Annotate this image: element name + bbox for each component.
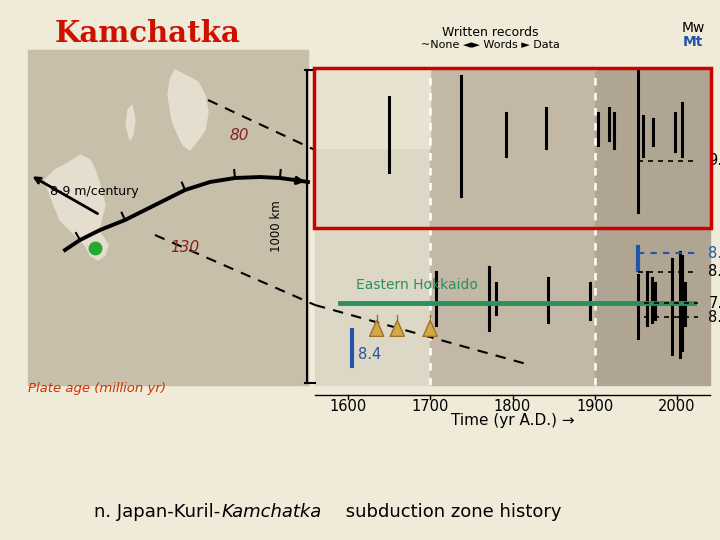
Text: 1700: 1700 <box>412 399 449 414</box>
Polygon shape <box>168 70 208 150</box>
Text: Kamchatka: Kamchatka <box>222 503 323 521</box>
Text: 1800: 1800 <box>494 399 531 414</box>
Text: 1000 km: 1000 km <box>271 201 284 252</box>
Text: 2000: 2000 <box>658 399 696 414</box>
Text: ~None ◄► Words ► Data: ~None ◄► Words ► Data <box>420 40 559 50</box>
Text: Plate age (million yr): Plate age (million yr) <box>28 382 166 395</box>
Bar <box>315 68 431 148</box>
Text: 1600: 1600 <box>329 399 366 414</box>
Bar <box>431 68 595 228</box>
Bar <box>315 228 431 385</box>
Bar <box>28 50 308 385</box>
Text: 8-9 m/century: 8-9 m/century <box>50 185 139 198</box>
Text: 7.8: 7.8 <box>708 296 720 311</box>
Text: 9.0: 9.0 <box>708 153 720 168</box>
Text: 8.2: 8.2 <box>708 310 720 325</box>
Text: Kamchatka: Kamchatka <box>55 19 241 48</box>
Polygon shape <box>390 320 405 336</box>
Text: 130: 130 <box>170 240 199 255</box>
Text: Mw: Mw <box>681 21 705 35</box>
Polygon shape <box>45 155 105 245</box>
Text: 8.7: 8.7 <box>708 246 720 261</box>
Text: n. Japan-Kuril-: n. Japan-Kuril- <box>94 503 220 521</box>
Text: 8.4: 8.4 <box>358 347 381 362</box>
Bar <box>595 228 710 385</box>
Text: Written records: Written records <box>442 25 539 38</box>
Bar <box>595 68 710 228</box>
Polygon shape <box>369 320 384 336</box>
Bar <box>314 68 711 228</box>
Text: subduction zone history: subduction zone history <box>340 503 562 521</box>
Text: 8.5: 8.5 <box>708 265 720 280</box>
Polygon shape <box>85 230 108 260</box>
Polygon shape <box>126 105 135 140</box>
Text: 1900: 1900 <box>576 399 613 414</box>
Bar <box>315 68 431 228</box>
Text: Time (yr A.D.) →: Time (yr A.D.) → <box>451 413 575 428</box>
Text: Mt: Mt <box>683 35 703 49</box>
Bar <box>431 228 595 385</box>
Polygon shape <box>423 320 437 336</box>
Text: 80: 80 <box>230 128 250 143</box>
Text: Eastern Hokkaido: Eastern Hokkaido <box>356 278 478 292</box>
